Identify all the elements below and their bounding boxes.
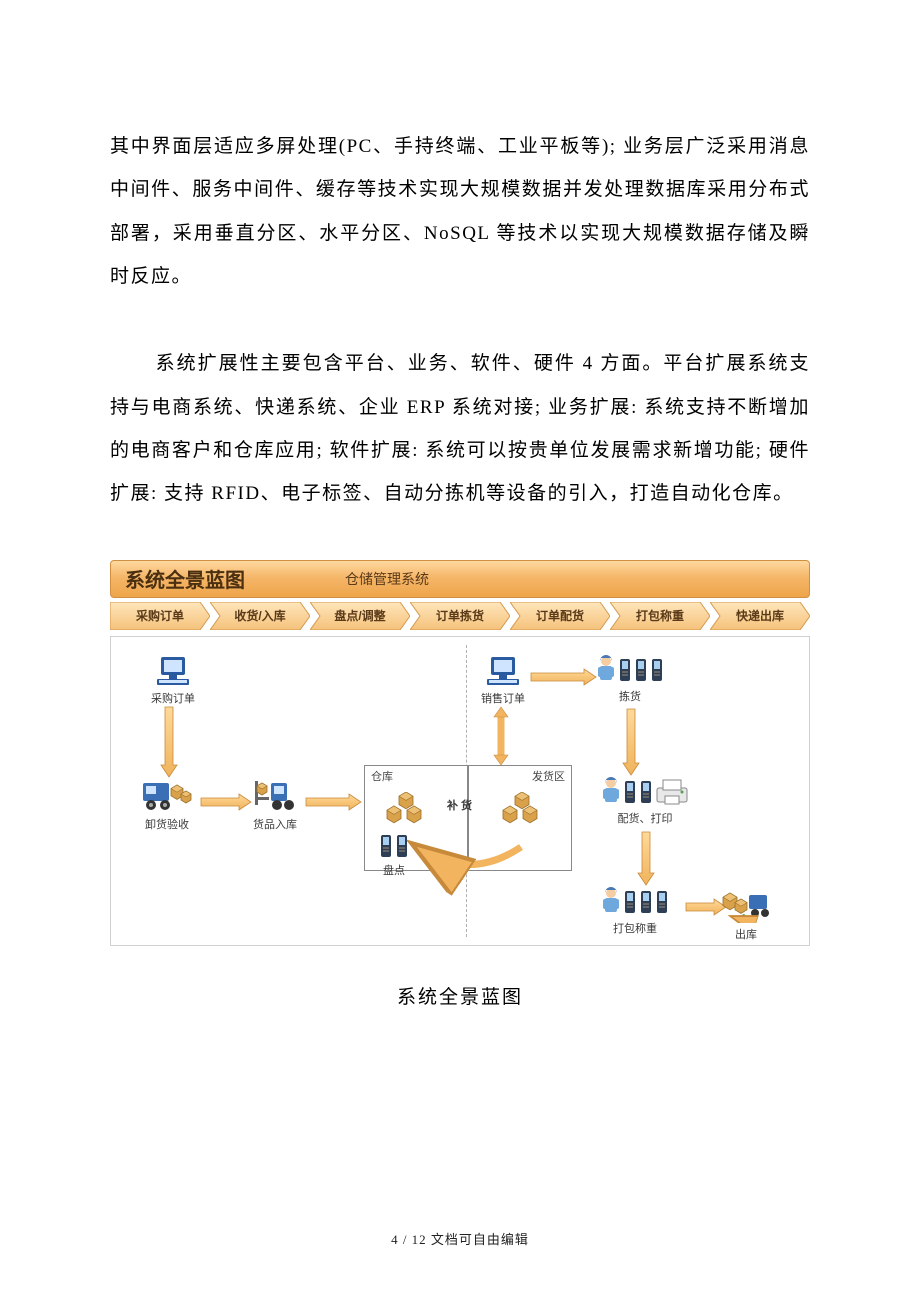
node-outbound: 出库 [721, 887, 771, 942]
process-step: 采购订单 [110, 602, 210, 630]
node-purchase-order: 采购订单 [151, 655, 195, 706]
replenish-label: 补 货 [447, 797, 472, 813]
process-step: 收货/入库 [210, 602, 310, 630]
paragraph-1: 其中界面层适应多屏处理(PC、手持终端、工业平板等); 业务层广泛采用消息中间件… [110, 125, 810, 298]
process-step: 盘点/调整 [310, 602, 410, 630]
computer-icon [151, 655, 195, 687]
process-step: 订单配货 [510, 602, 610, 630]
zone-warehouse-label: 仓库 [371, 768, 393, 784]
scanner-icon [379, 833, 409, 859]
process-step: 打包称重 [610, 602, 710, 630]
zone-shiparea: 发货区 [468, 765, 572, 871]
paragraph-2: 系统扩展性主要包含平台、业务、软件、硬件 4 方面。平台扩展系统支持与电商系统、… [110, 342, 810, 515]
truck-icon [141, 777, 193, 813]
truck-out-icon [721, 887, 771, 923]
worker-scanner-icon [596, 655, 664, 685]
worker-printer-icon [601, 777, 689, 807]
forklift-icon [251, 777, 299, 813]
system-blueprint-diagram: 系统全景蓝图 仓储管理系统 采购订单 收货/入库 [110, 560, 810, 946]
diagram-caption: 系统全景蓝图 [110, 982, 810, 1009]
boxes-icon [499, 792, 545, 830]
process-step: 订单拣货 [410, 602, 510, 630]
node-sales-order: 销售订单 [481, 655, 525, 706]
boxes-icon [383, 792, 429, 830]
zone-shiparea-label: 发货区 [532, 768, 565, 784]
node-picking: 拣货 [596, 655, 664, 704]
page-footer: 4 / 12 文档可自由编辑 [0, 1229, 920, 1248]
diagram-subtitle: 仓储管理系统 [345, 569, 429, 589]
computer-icon [481, 655, 525, 687]
node-inventory: 盘点 [379, 833, 409, 878]
node-goods-in: 货品入库 [251, 777, 299, 832]
flow-body: 仓库 发货区 [110, 636, 810, 946]
node-unload-check: 卸货验收 [141, 777, 193, 832]
process-chevrons: 采购订单 收货/入库 盘点/调整 订单拣货 [110, 602, 810, 630]
node-alloc-print: 配货、打印 [601, 777, 689, 826]
diagram-header: 系统全景蓝图 仓储管理系统 [110, 560, 810, 598]
process-step: 快递出库 [710, 602, 810, 630]
diagram-title: 系统全景蓝图 [125, 564, 245, 593]
node-pack-weigh: 打包称重 [601, 887, 669, 936]
worker-scanner-icon [601, 887, 669, 917]
